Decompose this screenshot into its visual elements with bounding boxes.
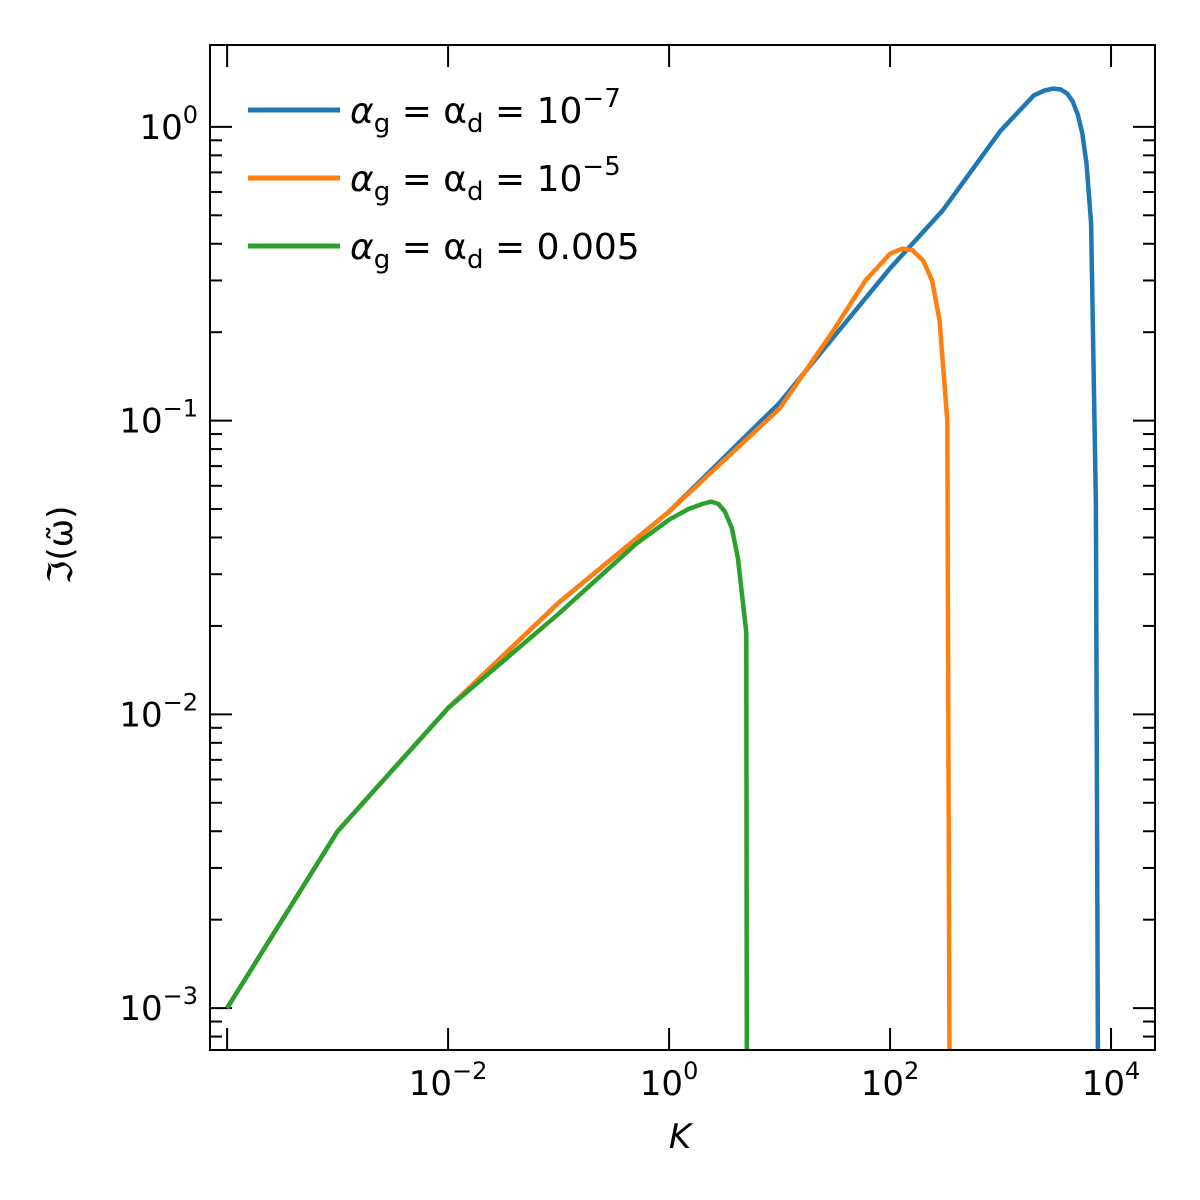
y-tick-label: 10−3 xyxy=(119,982,198,1029)
y-tick-label: 10−2 xyxy=(119,688,198,735)
legend-label-0: αg = αd = 10−7 xyxy=(350,84,621,139)
plot-frame xyxy=(209,44,1156,1051)
plot-background xyxy=(210,45,1155,1050)
data-lines xyxy=(225,86,1101,1050)
tick-labels: 10−2 100 102 104 10−3 10−2 10−1 100 xyxy=(119,101,1140,1104)
series-line-2 xyxy=(225,499,750,1050)
y-axis-label: ℑ(ω̃) xyxy=(41,506,81,585)
series-line-1 xyxy=(225,246,952,1050)
legend: αg = αd = 10−7 αg = αd = 10−5 αg = αd = 0.… xyxy=(248,84,640,275)
x-tick-label: 10−2 xyxy=(409,1057,488,1104)
x-tick-label: 102 xyxy=(861,1057,920,1104)
axis-ticks xyxy=(210,45,1155,1050)
x-axis-label: K xyxy=(669,1117,694,1157)
legend-label-1: αg = αd = 10−5 xyxy=(350,152,621,207)
x-tick-label: 100 xyxy=(640,1057,699,1104)
y-tick-label: 10−1 xyxy=(119,395,198,442)
x-tick-label: 104 xyxy=(1082,1057,1141,1104)
legend-label-2: αg = αd = 0.005 xyxy=(350,227,640,275)
y-tick-label: 100 xyxy=(139,101,198,148)
